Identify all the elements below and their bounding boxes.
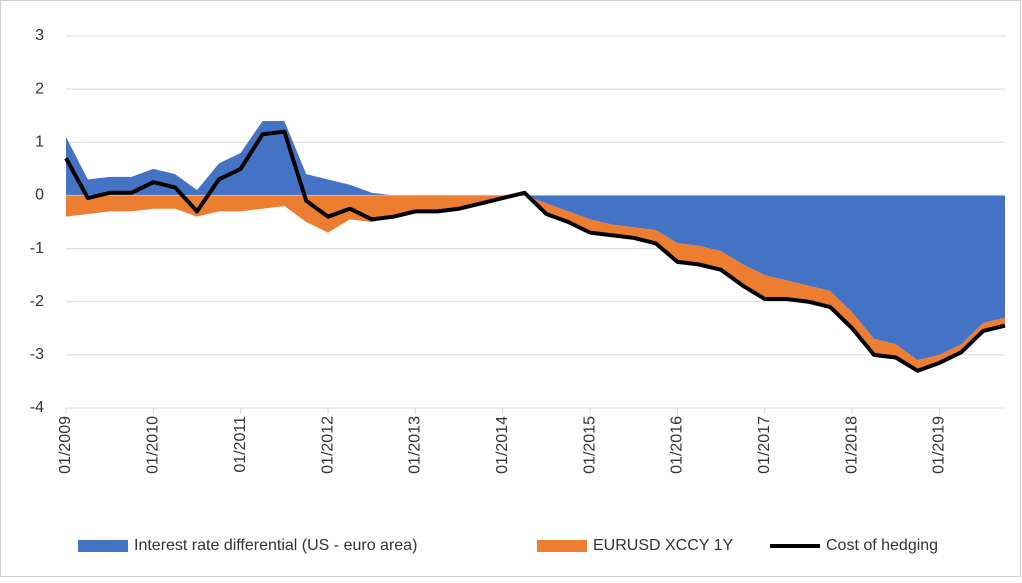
y-tick-label: -3: [30, 346, 44, 363]
x-tick-label: 01/2009: [57, 416, 74, 474]
legend-label: Interest rate differential (US - euro ar…: [134, 537, 417, 554]
y-tick-label: 1: [35, 134, 44, 151]
y-tick-label: 3: [35, 27, 44, 44]
x-tick-label: 01/2017: [756, 416, 773, 474]
y-tick-label: 2: [35, 80, 44, 97]
x-tick-label: 01/2014: [494, 416, 511, 474]
x-tick-label: 01/2011: [232, 416, 249, 473]
legend-label: EURUSD XCCY 1Y: [593, 537, 734, 554]
x-tick-label: 01/2018: [843, 416, 860, 474]
y-tick-label: -4: [30, 399, 44, 416]
legend-label: Cost of hedging: [826, 537, 938, 554]
y-tick-label: -1: [30, 240, 44, 257]
x-tick-label: 01/2010: [145, 416, 162, 474]
x-tick-label: 01/2015: [581, 416, 598, 474]
y-tick-label: 0: [35, 187, 44, 204]
legend-swatch: [537, 540, 587, 552]
x-tick-label: 01/2019: [931, 416, 948, 474]
x-tick-label: 01/2012: [319, 416, 336, 474]
legend-swatch: [78, 540, 128, 552]
x-tick-label: 01/2016: [669, 416, 686, 474]
x-tick-label: 01/2013: [407, 416, 424, 474]
line: [64, 129, 1006, 373]
y-tick-label: -2: [30, 293, 44, 310]
